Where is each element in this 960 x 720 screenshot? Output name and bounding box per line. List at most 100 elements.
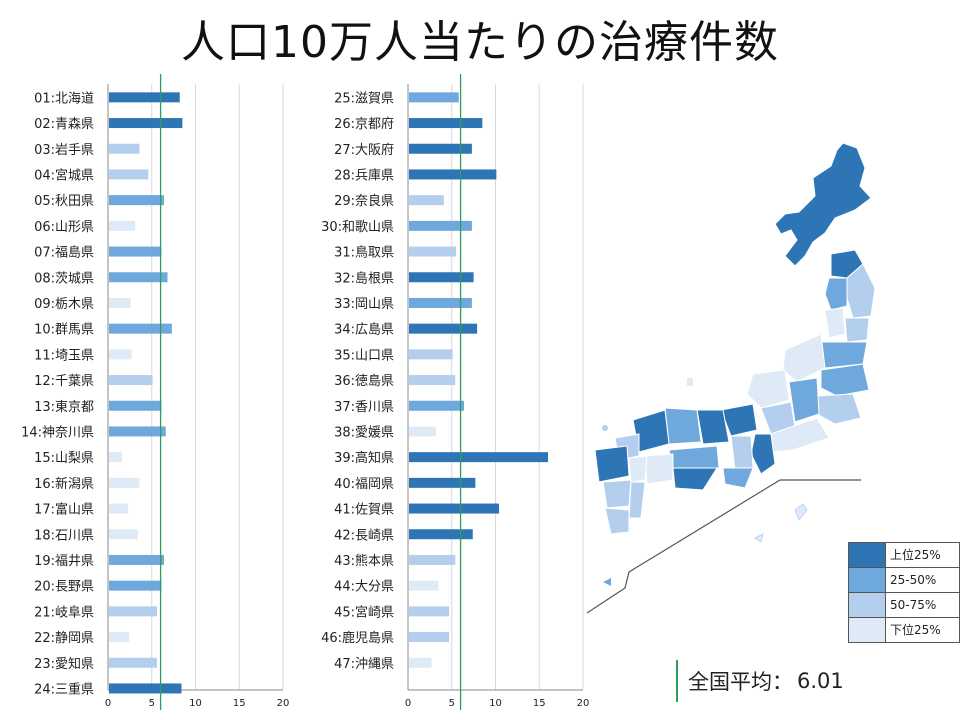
category-label: 20:長野県 [34, 580, 94, 595]
category-label: 35:山口県 [334, 348, 394, 363]
bar [409, 400, 464, 411]
map-region-kyoto [720, 403, 758, 437]
category-label: 26:京都府 [334, 117, 394, 132]
x-tick-label: 15 [533, 698, 546, 709]
legend-swatch [849, 543, 886, 567]
category-label: 29:奈良県 [334, 193, 394, 209]
category-label: 28:兵庫県 [334, 168, 394, 183]
bar [409, 580, 439, 591]
map-region-okinawa [794, 503, 808, 521]
category-label: 22:静岡県 [34, 631, 94, 646]
category-label: 06:山形県 [34, 220, 94, 235]
bar [409, 220, 472, 231]
bar [409, 554, 456, 565]
page-title: 人口10万人当たりの治療件数 [181, 17, 779, 68]
bar [109, 426, 166, 437]
national-average: 全国平均： 6.01 [676, 660, 844, 702]
bar [109, 580, 162, 591]
bar [109, 400, 162, 411]
national-average-label: 全国平均： [688, 670, 793, 694]
bar [409, 195, 444, 206]
map-region-kanto-south [816, 393, 862, 425]
category-label: 04:宮城県 [34, 167, 94, 183]
x-tick-label: 20 [577, 698, 590, 709]
bar [109, 632, 129, 643]
category-label: 39:高知県 [334, 450, 394, 466]
bar [409, 246, 457, 257]
map-region-kumamoto [602, 479, 632, 509]
bar [409, 323, 478, 334]
legend-swatch [849, 593, 886, 617]
map-region-osaka-nara [730, 435, 754, 471]
category-label: 25:滋賀県 [334, 91, 394, 106]
legend-label: 50-75% [890, 598, 937, 612]
category-label: 15:山梨県 [34, 451, 94, 466]
category-label: 13:東京都 [34, 399, 94, 415]
bar [109, 683, 182, 694]
category-label: 36:徳島県 [334, 374, 394, 389]
map-region-kagawa-tokushima [668, 445, 720, 469]
bar [409, 426, 436, 437]
bar [109, 195, 164, 206]
category-label: 18:石川県 [34, 528, 94, 543]
legend-row-25-50: 25-50% [849, 568, 959, 593]
category-label: 27:大阪府 [334, 143, 394, 158]
japan-map [586, 142, 875, 614]
map-region-sado [687, 378, 693, 386]
bar [109, 529, 138, 540]
category-label: 30:和歌山県 [321, 220, 394, 235]
x-tick-label: 5 [149, 698, 155, 709]
category-label: 08:茨城県 [34, 271, 94, 286]
category-label: 38:愛媛県 [334, 425, 394, 440]
bar [109, 477, 140, 488]
bar [109, 272, 168, 283]
map-region-akita [824, 277, 848, 311]
bar [109, 657, 157, 668]
x-tick-label: 15 [233, 698, 246, 709]
map-region-hyogo [696, 409, 730, 445]
map-region-island [602, 425, 608, 431]
category-label: 02:青森県 [34, 117, 94, 132]
x-tick-label: 20 [277, 698, 290, 709]
map-region-mie [750, 433, 776, 475]
category-label: 03:岩手県 [34, 143, 94, 158]
bar [109, 503, 129, 514]
bar [409, 477, 476, 488]
bar [409, 452, 548, 463]
legend-row-bottom25: 下位25% [849, 618, 959, 642]
x-tick-label: 0 [105, 698, 111, 709]
category-label: 12:千葉県 [34, 374, 94, 389]
category-label: 37:香川県 [334, 400, 394, 415]
map-region-fukuoka-saga-nagasaki [594, 445, 630, 483]
map-region-wakayama [722, 467, 754, 489]
bar [409, 143, 472, 154]
category-label: 07:福島県 [34, 246, 94, 261]
category-label: 33:岡山県 [334, 297, 394, 312]
map-region-okinawa-island-2 [754, 533, 764, 543]
bar [409, 272, 474, 283]
bar-chart-right: 0 5 10 15 20 25:滋賀県 26:京都府 27:大阪府 28:兵庫県 29:奈良県 30… [321, 74, 590, 710]
bar [109, 220, 136, 231]
category-label: 11:埼玉県 [34, 348, 94, 363]
bar [109, 349, 132, 360]
legend-row-50-75: 50-75% [849, 593, 959, 618]
bar [109, 452, 122, 463]
bar [109, 323, 172, 334]
category-label: 44:大分県 [334, 580, 394, 595]
legend-swatch [849, 568, 886, 592]
legend-label: 上位25% [890, 548, 941, 562]
map-region-kochi [672, 467, 718, 491]
category-label: 42:長崎県 [334, 528, 394, 543]
x-tick-label: 0 [405, 698, 411, 709]
bar [109, 92, 180, 103]
legend-swatch [849, 618, 886, 642]
map-legend: 上位25% 25-50% 50-75% 下位25% [848, 542, 960, 643]
category-label: 43:熊本県 [334, 553, 394, 569]
bar [109, 297, 131, 308]
map-region-okinawa-island-3 [603, 578, 611, 586]
category-label: 09:栃木県 [34, 297, 94, 312]
category-label: 34:広島県 [334, 323, 394, 338]
map-region-kanto-north [820, 363, 870, 397]
bar [409, 503, 499, 514]
legend-label: 25-50% [890, 573, 937, 587]
